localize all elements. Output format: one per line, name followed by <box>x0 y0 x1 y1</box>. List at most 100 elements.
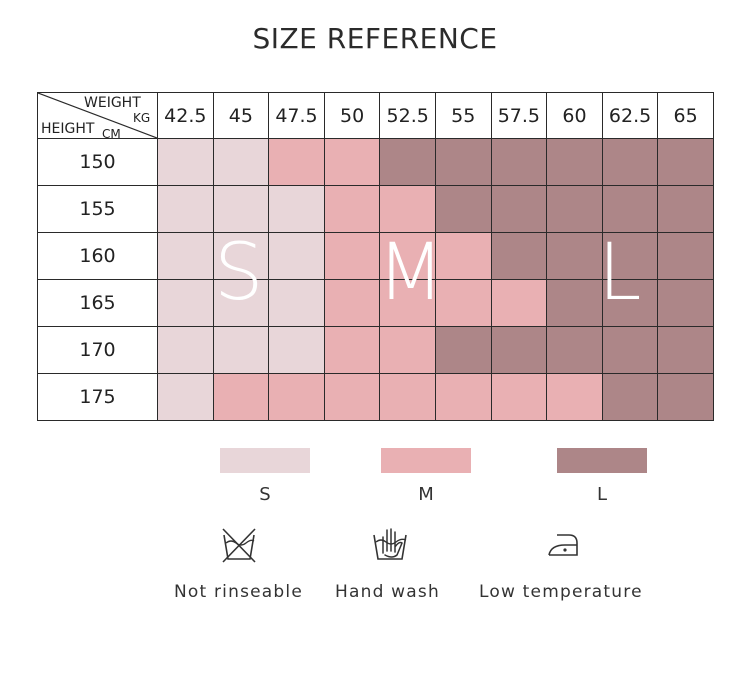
weight-header: 62.5 <box>601 92 659 139</box>
weight-header: 60 <box>546 92 603 139</box>
size-cell-l <box>490 326 548 374</box>
crossed-wash-tub-icon <box>222 528 256 563</box>
size-cell-l <box>546 185 603 233</box>
legend-label-s: S <box>259 484 271 505</box>
size-cell-m <box>323 373 381 421</box>
size-cell-m <box>323 138 381 186</box>
size-cell-l <box>490 138 548 186</box>
size-cell-m <box>268 138 325 186</box>
table-row: 150 <box>37 138 714 186</box>
page-title: SIZE REFERENCE <box>252 22 498 55</box>
corner-diagonal <box>38 93 157 138</box>
size-cell-m <box>490 279 548 327</box>
size-cell-l <box>601 326 659 374</box>
size-cell-l <box>546 279 603 327</box>
weight-label: WEIGHT <box>84 95 141 111</box>
size-cell-l <box>546 326 603 374</box>
height-label: HEIGHT <box>41 121 95 137</box>
size-cell-m <box>212 373 270 421</box>
size-cell-s <box>157 326 214 374</box>
size-cell-l <box>657 279 714 327</box>
size-chart-table: WEIGHT KG HEIGHT CM 42.5 45 47.5 50 52.5… <box>37 92 714 421</box>
size-cell-l <box>546 138 603 186</box>
weight-header-row: WEIGHT KG HEIGHT CM 42.5 45 47.5 50 52.5… <box>37 92 714 139</box>
weight-header: 45 <box>212 92 270 139</box>
legend-label-m: M <box>418 484 434 505</box>
size-cell-l <box>490 232 548 280</box>
size-cell-m <box>379 185 436 233</box>
size-cell-m <box>490 373 548 421</box>
weight-header: 52.5 <box>379 92 436 139</box>
table-row: 165 <box>37 279 714 327</box>
size-cell-l <box>379 138 436 186</box>
size-cell-m <box>323 326 381 374</box>
size-cell-s <box>212 185 270 233</box>
size-cell-l <box>657 326 714 374</box>
size-cell-l <box>434 185 492 233</box>
size-cell-s <box>268 232 325 280</box>
hand-wash-icon <box>373 528 407 560</box>
size-cell-m <box>379 279 436 327</box>
size-cell-l <box>601 232 659 280</box>
size-cell-s <box>157 232 214 280</box>
size-cell-l <box>601 138 659 186</box>
size-cell-l <box>657 138 714 186</box>
size-cell-l <box>657 232 714 280</box>
corner-header: WEIGHT KG HEIGHT CM <box>37 92 158 139</box>
weight-header: 57.5 <box>490 92 548 139</box>
size-cell-s <box>212 326 270 374</box>
size-cell-s <box>212 232 270 280</box>
care-label-not-rinseable: Not rinseable <box>174 582 303 602</box>
weight-header: 42.5 <box>157 92 214 139</box>
size-cell-m <box>434 373 492 421</box>
size-cell-m <box>323 185 381 233</box>
size-cell-m <box>323 232 381 280</box>
size-cell-l <box>657 185 714 233</box>
size-cell-m <box>434 279 492 327</box>
size-cell-m <box>323 279 381 327</box>
cm-label: CM <box>102 127 121 139</box>
weight-header: 50 <box>323 92 381 139</box>
size-cell-m <box>379 326 436 374</box>
size-cell-s <box>268 279 325 327</box>
size-cell-l <box>601 373 659 421</box>
height-cell: 160 <box>37 232 158 280</box>
weight-header: 47.5 <box>268 92 325 139</box>
kg-label: KG <box>133 111 151 125</box>
size-overlay-l: L <box>598 228 642 318</box>
legend-swatch-l <box>557 448 647 473</box>
height-cell: 175 <box>37 373 158 421</box>
size-cell-l <box>434 138 492 186</box>
weight-header: 55 <box>434 92 492 139</box>
size-cell-s <box>212 138 270 186</box>
size-cell-l <box>601 279 659 327</box>
size-cell-m <box>379 373 436 421</box>
height-cell: 170 <box>37 326 158 374</box>
height-cell: 165 <box>37 279 158 327</box>
size-cell-s <box>157 279 214 327</box>
size-cell-l <box>546 232 603 280</box>
legend-swatch-s <box>220 448 310 473</box>
size-cell-l <box>434 326 492 374</box>
size-cell-l <box>601 185 659 233</box>
height-cell: 155 <box>37 185 158 233</box>
size-cell-s <box>268 185 325 233</box>
weight-header: 65 <box>657 92 714 139</box>
table-row: 160 <box>37 232 714 280</box>
table-row: 175 <box>37 373 714 421</box>
size-cell-m <box>268 373 325 421</box>
size-cell-l <box>490 185 548 233</box>
size-cell-m <box>546 373 603 421</box>
size-cell-s <box>157 373 214 421</box>
height-cell: 150 <box>37 138 158 186</box>
size-cell-s <box>157 185 214 233</box>
size-cell-s <box>157 138 214 186</box>
size-overlay-s: S <box>214 228 264 318</box>
legend-swatch-m <box>381 448 471 473</box>
care-label-low-temperature: Low temperature <box>479 582 643 602</box>
size-cell-m <box>434 232 492 280</box>
table-row: 170 <box>37 326 714 374</box>
legend-label-l: L <box>596 484 608 505</box>
iron-low-icon <box>548 534 578 556</box>
care-label-hand-wash: Hand wash <box>335 582 440 602</box>
